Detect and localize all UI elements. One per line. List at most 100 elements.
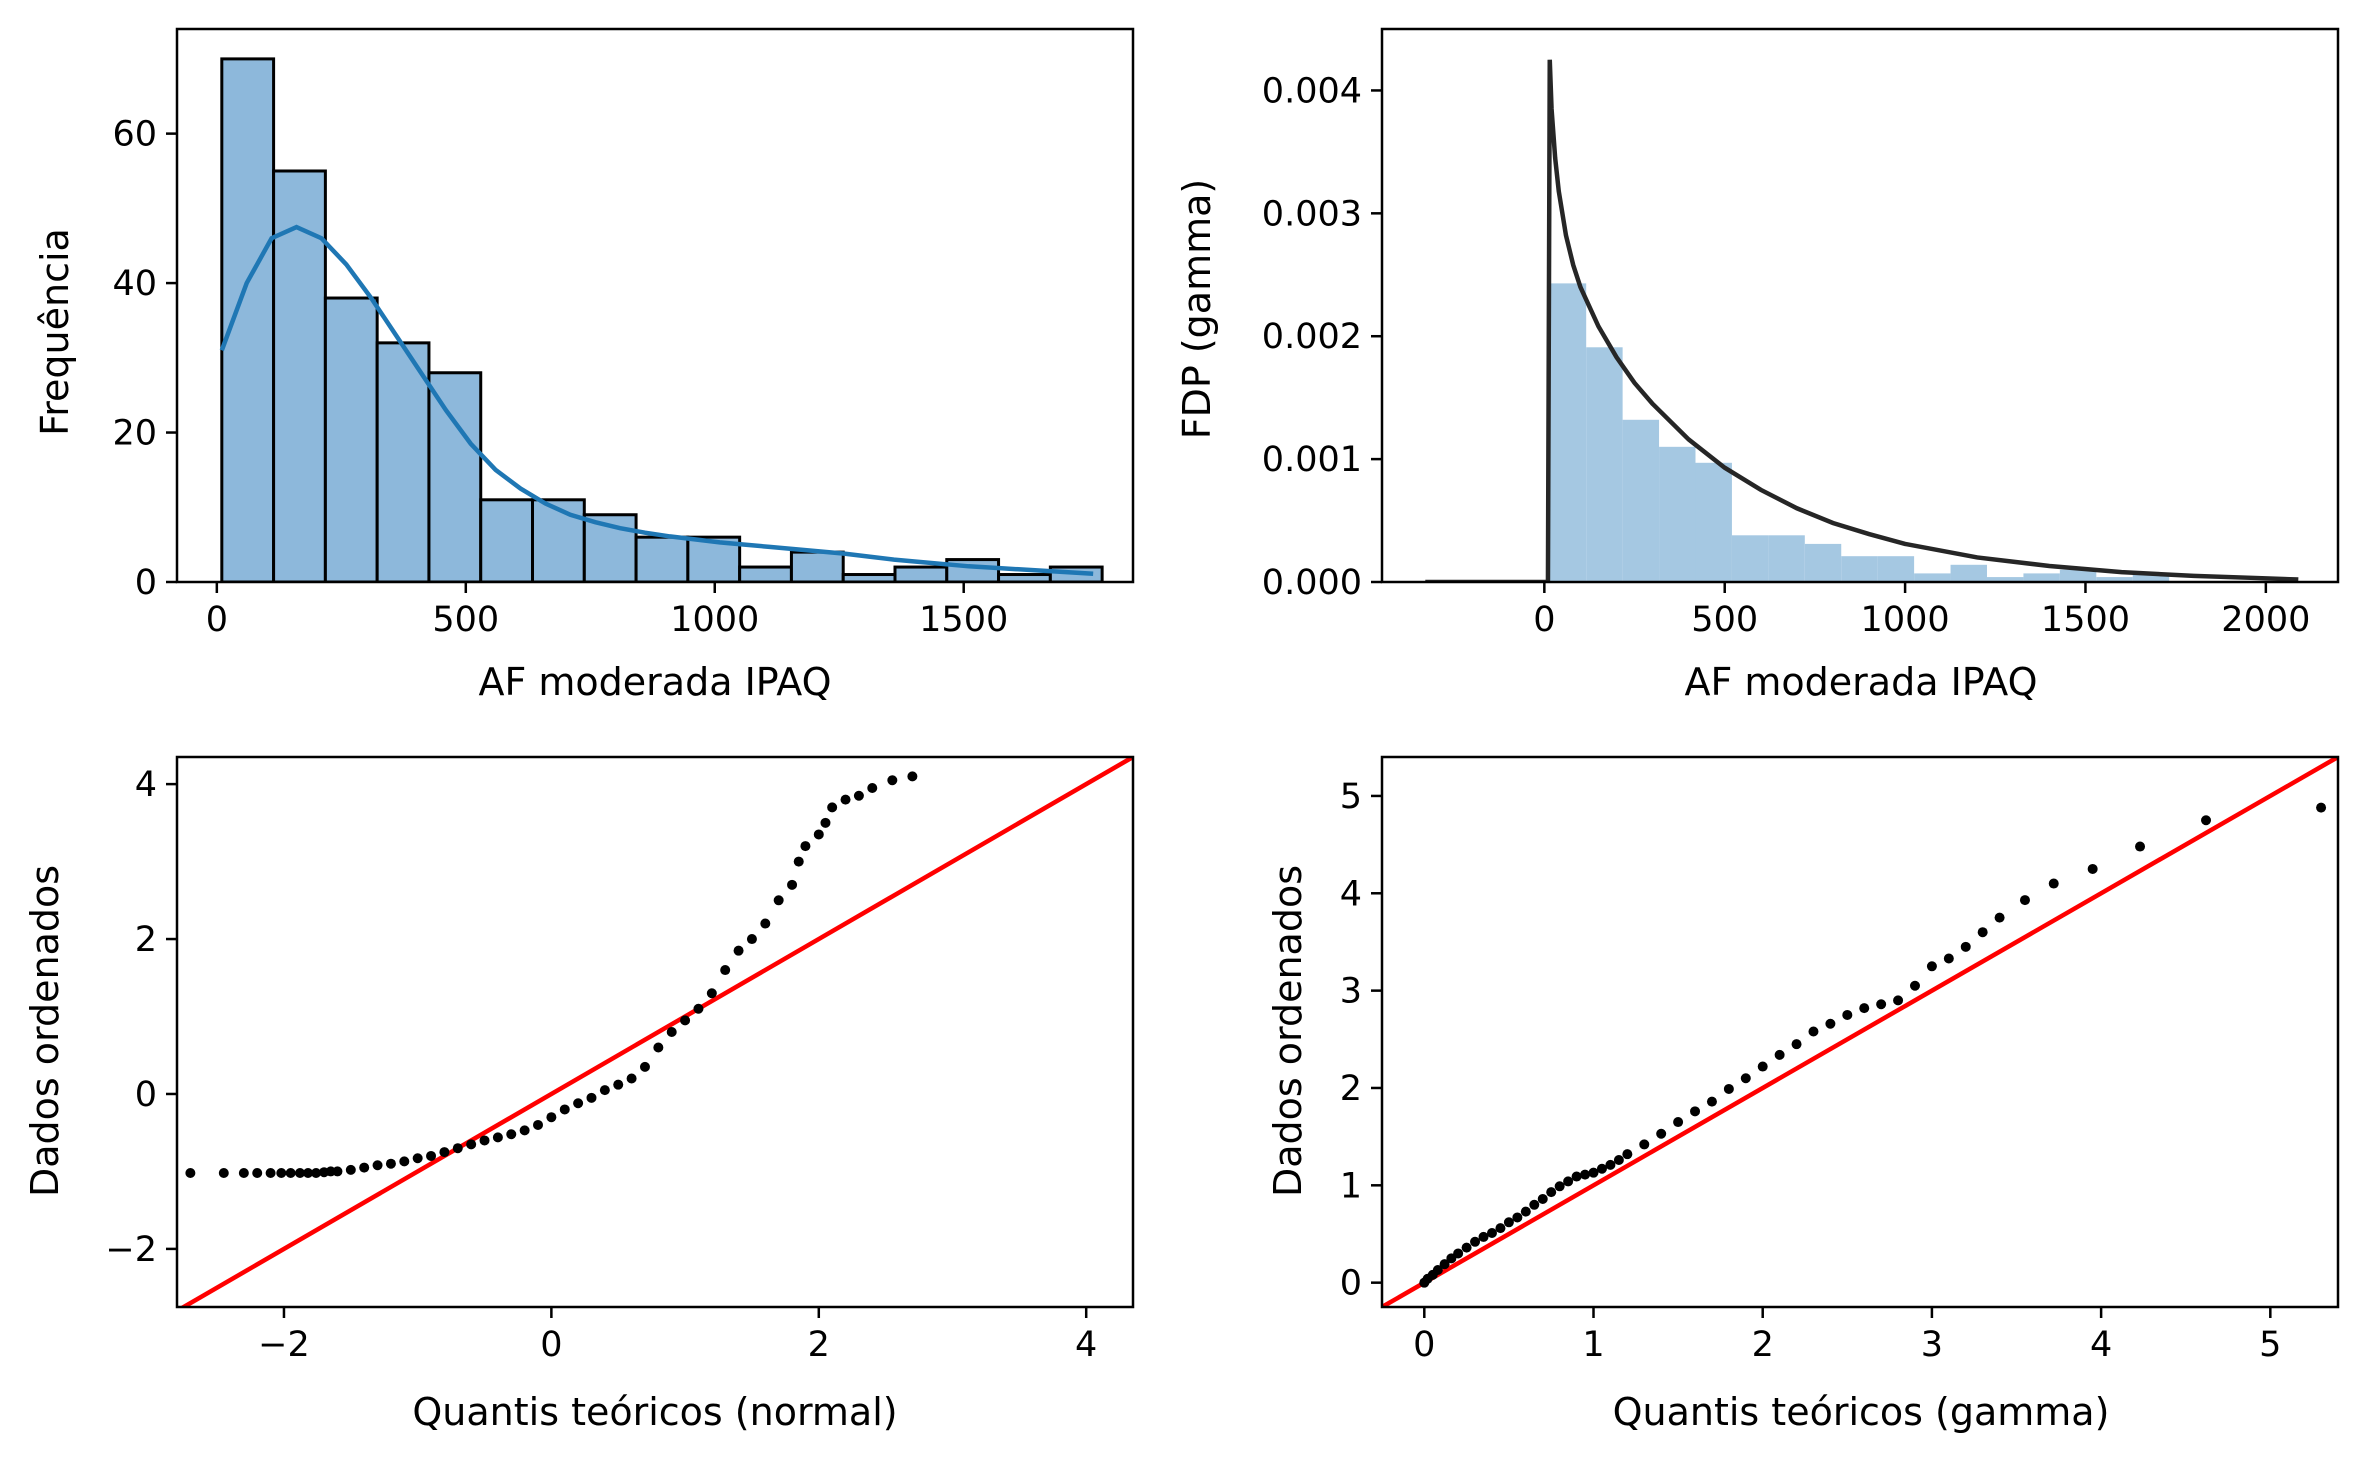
qq-point (303, 1167, 314, 1178)
density-bar (1549, 283, 1587, 582)
reference-line (179, 757, 1133, 1307)
qq-point (452, 1143, 463, 1154)
y-tick-label: 2 (135, 920, 157, 960)
qq-point (573, 1098, 584, 1109)
qq-point (1596, 1163, 1607, 1174)
y-tick-label: 0 (1340, 1264, 1362, 1304)
density-bar (1586, 347, 1623, 582)
qq-point (1943, 953, 1954, 964)
qq-point (276, 1167, 287, 1178)
y-tick-label: 0.004 (1262, 71, 1362, 111)
histogram-bar (738, 565, 793, 582)
qq-point (1656, 1128, 1667, 1139)
qq-point (1571, 1171, 1582, 1182)
qq-point (1757, 1061, 1768, 1072)
qq-point (506, 1129, 517, 1140)
qq-point (1774, 1049, 1785, 1060)
qq-point (1461, 1242, 1472, 1253)
qq-point (426, 1150, 437, 1161)
panel2-xlabel: AF moderada IPAQ (1684, 660, 2037, 704)
density-bar (2096, 577, 2133, 582)
panel1-ylabel: Frequência (33, 228, 77, 436)
panel-histogram-kde: AF moderada IPAQ Frequência (33, 228, 832, 704)
y-tick-label: 0 (135, 563, 157, 603)
x-tick-label: 3 (1921, 1325, 1943, 1365)
qq-point (1529, 1199, 1540, 1210)
qq-point (238, 1167, 249, 1178)
qq-point (787, 879, 798, 890)
qq-point (827, 802, 838, 813)
qq-point (345, 1164, 356, 1175)
qq-point (1563, 1176, 1574, 1187)
panel3-xlabel: Quantis teóricos (normal) (412, 1390, 897, 1434)
panel-4-content (1382, 757, 2338, 1307)
qq-point (613, 1079, 624, 1090)
y-tick-label: 0.002 (1262, 317, 1362, 357)
y-tick-label: 3 (1340, 972, 1362, 1012)
qq-point (720, 965, 731, 976)
y-tick-label: 60 (112, 115, 157, 155)
qq-point (218, 1167, 229, 1178)
qq-point (706, 988, 717, 999)
panel-qq-gamma: Quantis teóricos (gamma) Dados ordenados (1266, 865, 2109, 1434)
qq-point (519, 1125, 530, 1136)
qq-point (1495, 1223, 1506, 1234)
qq-point (546, 1112, 557, 1123)
qq-point (867, 782, 878, 793)
qq-point (2316, 802, 2327, 813)
qq-point (773, 895, 784, 906)
histogram-bar (479, 498, 535, 582)
qq-point (399, 1156, 410, 1167)
density-bar (2023, 573, 2060, 582)
qq-point (372, 1160, 383, 1171)
qq-point (760, 918, 771, 929)
qq-point (1588, 1167, 1599, 1178)
qq-point (1706, 1096, 1717, 1107)
y-tick-label: 4 (1340, 874, 1362, 914)
histogram-bar (427, 371, 483, 582)
y-tick-label: 40 (112, 264, 157, 304)
x-tick-label: 1 (1582, 1325, 1604, 1365)
x-tick-label: 1500 (919, 600, 1008, 640)
density-bar (1804, 543, 1842, 582)
qq-point (185, 1167, 196, 1178)
qq-point (2048, 878, 2059, 889)
qq-point (332, 1166, 343, 1177)
qq-point (800, 841, 811, 852)
qq-point (1690, 1106, 1701, 1117)
qq-point (1512, 1212, 1523, 1223)
qq-point (492, 1132, 503, 1143)
qq-point (813, 829, 824, 840)
qq-point (887, 775, 898, 786)
histogram-bar (323, 296, 379, 582)
x-tick-label: 0 (540, 1325, 562, 1365)
qq-point (252, 1167, 263, 1178)
x-tick-label: 0 (1413, 1325, 1435, 1365)
qq-point (559, 1104, 570, 1115)
qq-point (1859, 1003, 1870, 1014)
qq-point (907, 771, 918, 782)
qq-point (1622, 1149, 1633, 1160)
qq-point (680, 1015, 691, 1026)
qq-point (2135, 841, 2146, 852)
qq-point (533, 1119, 544, 1130)
qq-point (1842, 1009, 1853, 1020)
qq-point (1478, 1231, 1489, 1242)
panel-gamma-pdf: AF moderada IPAQ FDP (gamma) (1175, 179, 2038, 704)
histogram-bar (893, 565, 949, 582)
panel-4-plot: 0 1 2 3 4 5 0 1 2 3 4 5 (1340, 755, 2340, 1365)
panel-3-plot: −2 0 2 4 −2 0 2 4 (105, 755, 1135, 1365)
qq-point (1470, 1236, 1481, 1247)
panel-3-content (179, 757, 1133, 1307)
qq-point (1605, 1159, 1616, 1170)
qq-point (1546, 1187, 1557, 1198)
y-tick-label: 4 (135, 765, 157, 805)
qq-point (1825, 1018, 1836, 1029)
qq-point (820, 817, 831, 828)
qq-point (1486, 1228, 1497, 1239)
density-bar (2132, 573, 2170, 582)
qq-point (1791, 1039, 1802, 1050)
panel-2-plot: 0 500 1000 1500 2000 0.000 0.001 0.002 0.003 0.00… (1262, 27, 2340, 640)
axes-frame (1380, 27, 2340, 584)
